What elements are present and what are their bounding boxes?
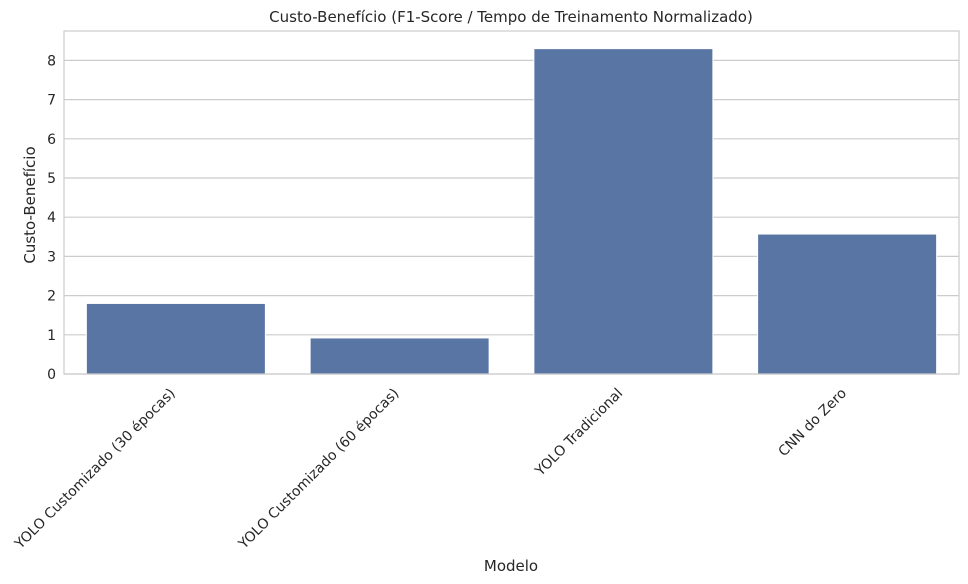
x-tick-label: CNN do Zero bbox=[775, 386, 849, 460]
y-tick-label: 5 bbox=[47, 171, 56, 187]
x-tick-labels: YOLO Customizado (30 épocas) YOLO Customi… bbox=[11, 386, 850, 553]
y-tick-label: 4 bbox=[47, 210, 56, 226]
x-tick-label: YOLO Tradicional bbox=[532, 386, 627, 481]
y-tick-label: 7 bbox=[47, 93, 56, 109]
y-tick-label: 3 bbox=[47, 249, 56, 265]
x-axis-title: Modelo bbox=[484, 557, 538, 575]
x-tick-label: YOLO Customizado (60 épocas) bbox=[235, 386, 402, 553]
bar bbox=[85, 302, 266, 375]
y-tick-label: 8 bbox=[47, 53, 56, 69]
bar bbox=[533, 48, 714, 375]
y-tick-label: 6 bbox=[47, 132, 56, 148]
y-tick-label: 1 bbox=[47, 328, 56, 344]
bar-layer bbox=[85, 48, 938, 375]
x-tick-label: YOLO Customizado (30 épocas) bbox=[11, 386, 178, 553]
bar bbox=[757, 233, 938, 375]
y-tick-label: 2 bbox=[47, 289, 56, 305]
chart-title: Custo-Benefício (F1-Score / Tempo de Tre… bbox=[269, 8, 753, 26]
y-tick-labels: 0 1 2 3 4 5 6 7 8 bbox=[47, 53, 56, 383]
plot-frame bbox=[63, 30, 960, 375]
y-tick-label: 0 bbox=[47, 367, 56, 383]
y-axis-title: Custo-Benefício bbox=[21, 146, 39, 263]
bar bbox=[309, 337, 490, 375]
